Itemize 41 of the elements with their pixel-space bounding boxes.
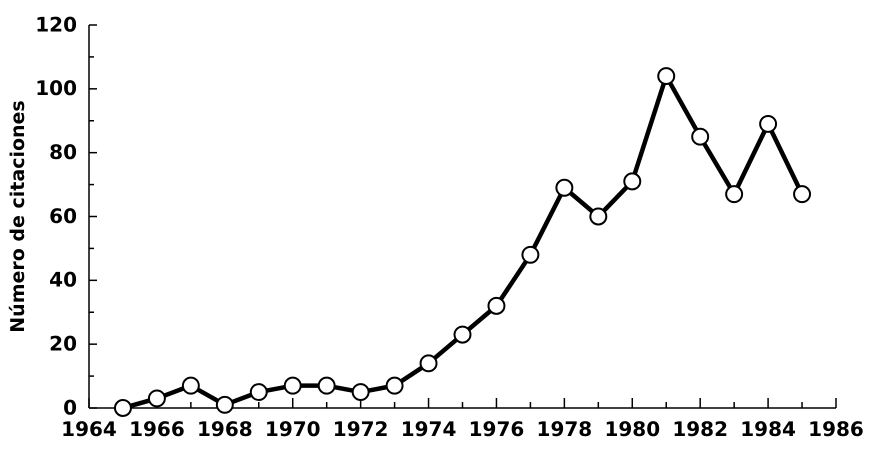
x-tick-label: 1986 — [808, 417, 864, 442]
x-tick-label: 1978 — [536, 417, 592, 442]
point — [114, 399, 132, 417]
y-tick-label: 60 — [49, 204, 77, 228]
point — [589, 208, 608, 226]
point — [725, 185, 744, 204]
point — [420, 354, 438, 372]
point — [623, 172, 642, 190]
y-tick-label: 80 — [49, 140, 77, 164]
point — [793, 185, 812, 204]
x-tick-label: 1964 — [61, 417, 117, 442]
point — [521, 246, 540, 264]
x-tick-label: 1982 — [672, 417, 728, 442]
y-tick-label: 20 — [49, 332, 77, 356]
y-tick-label: 100 — [35, 76, 77, 100]
x-tick-label: 1984 — [740, 417, 796, 442]
point — [352, 383, 370, 402]
point — [759, 114, 778, 133]
y-tick-label: 40 — [49, 268, 77, 292]
x-tick-label: 1968 — [196, 417, 253, 442]
x-tick-label: 1970 — [264, 417, 321, 442]
y-tick-label: 0 — [63, 395, 77, 420]
point — [555, 178, 574, 197]
point — [250, 383, 268, 402]
point — [487, 296, 506, 315]
point — [691, 128, 710, 146]
x-tick-label: 1966 — [129, 417, 185, 442]
point — [318, 376, 336, 395]
x-tick-label: 1974 — [400, 417, 456, 442]
point — [216, 396, 234, 414]
point — [148, 389, 166, 408]
point — [386, 376, 404, 395]
point — [657, 67, 676, 86]
y-axis-title: Número de citaciones — [7, 100, 29, 333]
point — [284, 376, 302, 395]
point — [454, 326, 472, 344]
x-tick-label: 1980 — [604, 417, 660, 442]
y-tick-label: 120 — [35, 12, 77, 36]
x-tick-label: 1976 — [468, 417, 524, 442]
point — [182, 376, 200, 395]
x-tick-label: 1972 — [332, 417, 388, 442]
